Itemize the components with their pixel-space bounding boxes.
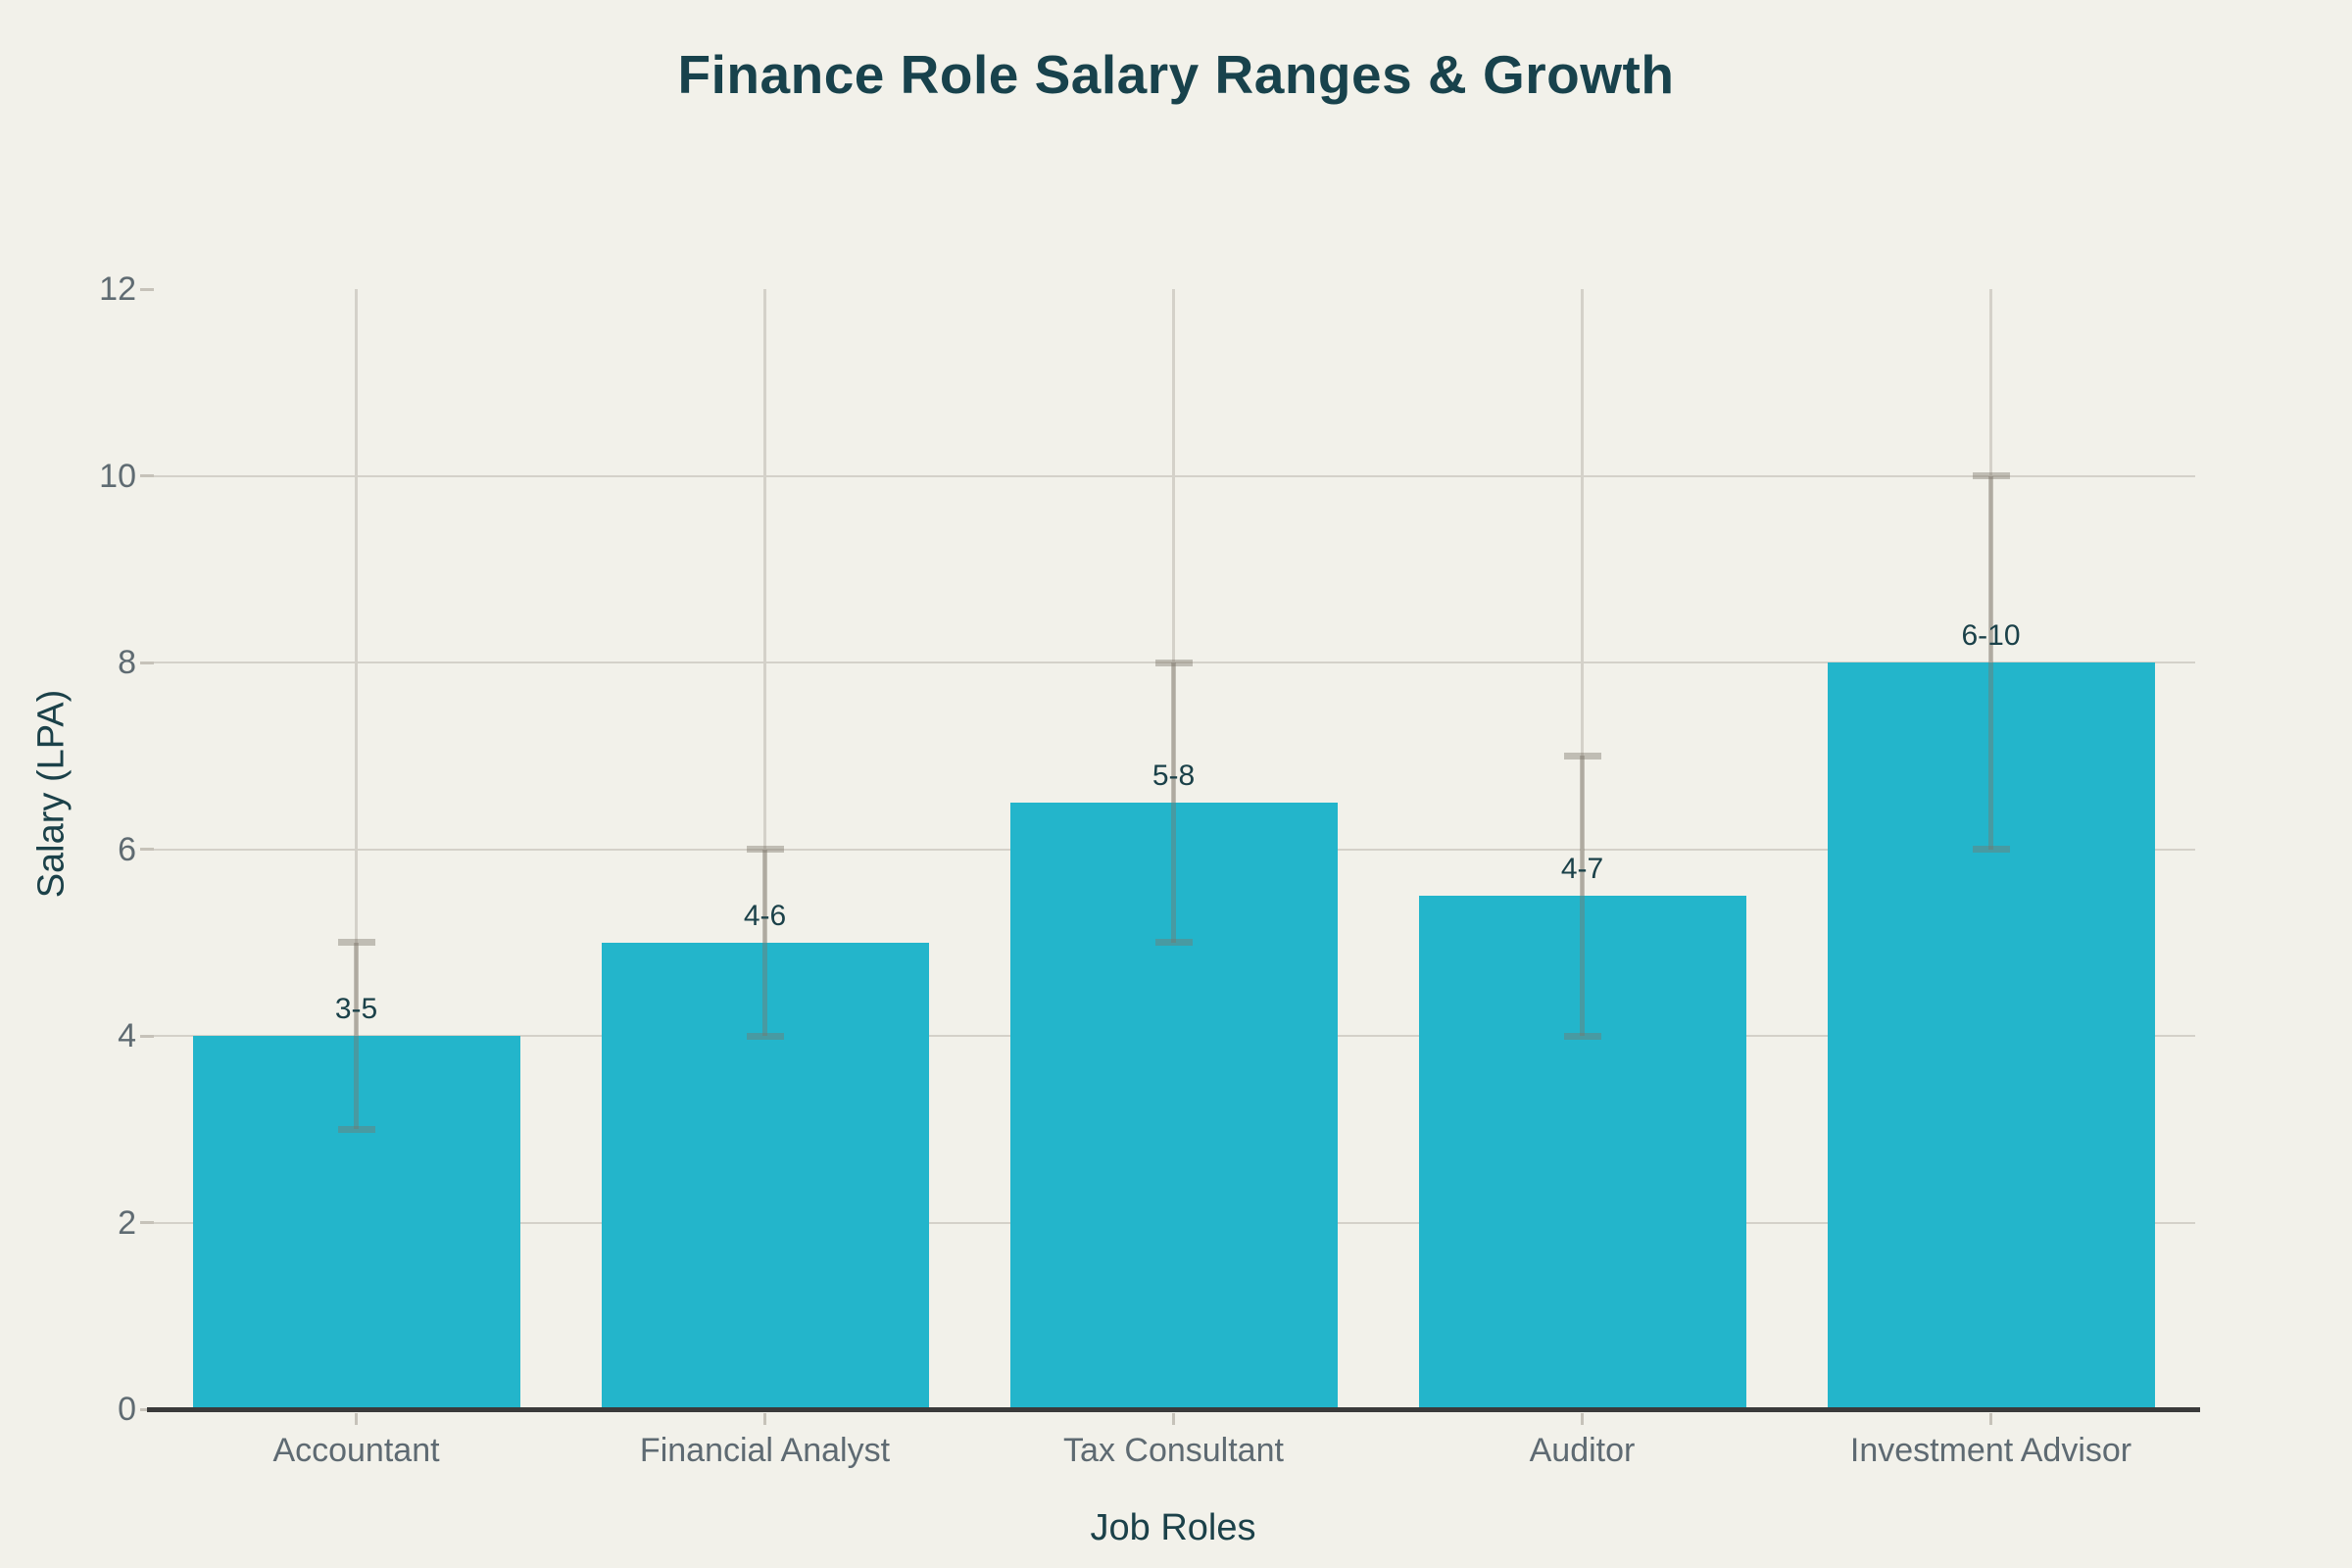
error-bar-cap-high — [746, 846, 784, 853]
x-tick-mark — [1581, 1413, 1584, 1425]
category-label: Financial Analyst — [639, 1432, 891, 1469]
error-bar-line — [1988, 475, 1993, 850]
bar — [601, 942, 929, 1409]
y-tick-mark — [140, 287, 154, 291]
category-label: Investment Advisor — [1849, 1432, 2132, 1469]
bar — [1009, 802, 1338, 1409]
error-bar-cap-low — [1154, 939, 1193, 947]
plot-area: 0 2 4 6 8 10 12 3-5 Accountant 4-6 Financial Analy… — [99, 270, 2200, 1469]
bar-value-label: 5-8 — [1152, 759, 1196, 792]
bar — [1418, 896, 1746, 1409]
y-tick-label: 10 — [99, 457, 136, 495]
y-tick-label: 8 — [118, 644, 136, 681]
error-bar-line — [762, 849, 767, 1036]
gridline-vertical — [1581, 289, 1584, 1409]
y-tick-label: 4 — [118, 1017, 136, 1054]
chart-title: Finance Role Salary Ranges & Growth — [677, 44, 1675, 105]
error-bar-cap-high — [1972, 472, 2010, 479]
bar-value-label: 3-5 — [334, 993, 378, 1025]
error-bar-cap-low — [746, 1032, 784, 1040]
bar-value-label: 6-10 — [1961, 619, 2021, 652]
y-tick-mark — [140, 1221, 154, 1224]
bar — [192, 1036, 520, 1409]
error-bar-cap-high — [337, 939, 375, 947]
bar — [1827, 662, 2155, 1409]
x-tick-mark — [763, 1413, 766, 1425]
error-bar-line — [1580, 756, 1585, 1036]
category-label: Auditor — [1529, 1432, 1636, 1469]
gridline-vertical — [763, 289, 766, 1409]
y-tick-mark — [140, 848, 154, 851]
category-label: Tax Consultant — [1063, 1432, 1284, 1469]
y-tick-mark — [140, 474, 154, 477]
y-tick-mark — [140, 661, 154, 664]
error-bar-cap-low — [337, 1125, 375, 1133]
y-tick-label: 2 — [118, 1203, 136, 1242]
x-tick-mark — [1172, 1413, 1175, 1425]
gridline-vertical — [355, 289, 358, 1409]
bar-value-label: 4-6 — [743, 899, 787, 932]
error-bar-line — [354, 942, 359, 1130]
y-tick-label: 12 — [99, 270, 136, 308]
error-bar-cap-high — [1563, 752, 1601, 760]
error-bar-cap-low — [1563, 1032, 1601, 1040]
category-label: Accountant — [272, 1432, 440, 1469]
bar-value-label: 4-7 — [1560, 853, 1604, 886]
y-tick-mark — [140, 1034, 154, 1038]
error-bar-cap-low — [1972, 846, 2010, 853]
x-tick-mark — [355, 1413, 358, 1425]
y-tick-label: 0 — [118, 1391, 136, 1428]
y-tick-label: 6 — [118, 830, 136, 868]
error-bar-cap-high — [1154, 659, 1193, 666]
x-axis-title: Job Roles — [1090, 1507, 1256, 1548]
x-axis-line — [147, 1406, 2200, 1412]
x-tick-mark — [1989, 1413, 1992, 1425]
error-bar-line — [1171, 662, 1176, 943]
